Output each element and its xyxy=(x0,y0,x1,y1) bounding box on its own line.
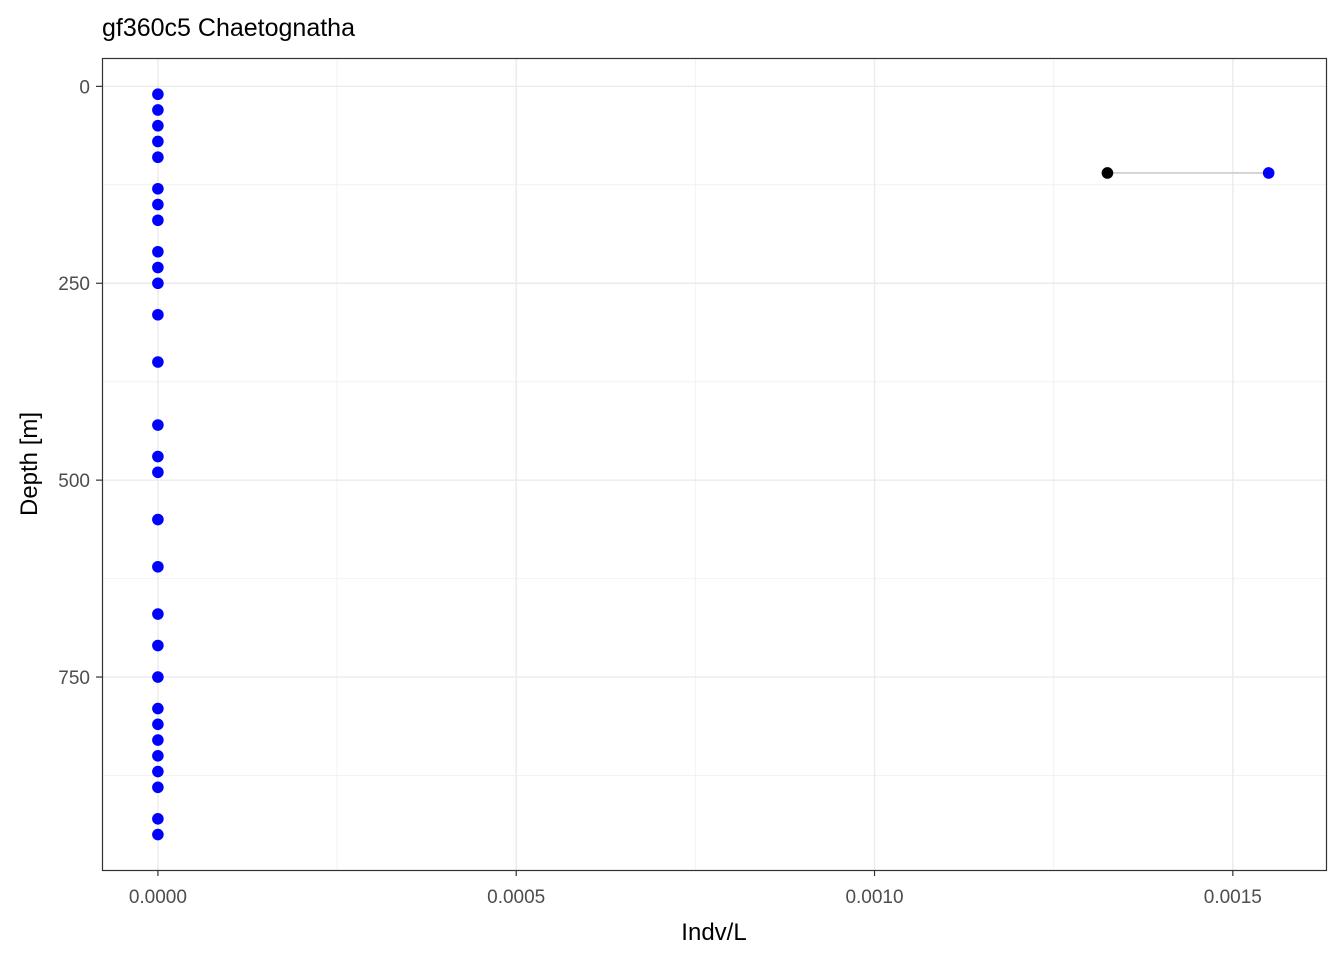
data-point xyxy=(152,828,164,841)
data-point xyxy=(152,560,164,573)
data-point xyxy=(152,639,164,652)
grid-lines xyxy=(102,58,1326,870)
data-point xyxy=(152,671,164,683)
x-tick-label: 0.0005 xyxy=(487,887,545,908)
x-tick-label: 0.0000 xyxy=(129,887,187,908)
y-axis-ticks: 0 250 500 750 xyxy=(58,77,102,689)
y-axis-title: Depth [m] xyxy=(16,412,43,516)
data-point xyxy=(152,419,164,431)
data-point xyxy=(152,513,164,526)
data-point xyxy=(152,702,164,715)
data-point xyxy=(152,765,164,778)
data-point xyxy=(152,750,164,762)
data-point xyxy=(152,151,164,164)
plot-panel-border xyxy=(101,57,1328,872)
y-tick-label: 0 xyxy=(79,77,90,98)
data-point xyxy=(152,277,164,290)
data-point xyxy=(152,608,164,620)
data-point xyxy=(152,308,164,321)
data-point xyxy=(152,245,164,258)
data-point xyxy=(152,182,164,195)
data-point xyxy=(152,88,164,101)
data-point xyxy=(152,356,164,368)
data-point xyxy=(152,813,164,825)
data-point xyxy=(152,119,164,132)
x-tick-label: 0.0010 xyxy=(845,887,903,908)
data-point xyxy=(1101,167,1114,179)
y-tick-label: 250 xyxy=(58,274,90,295)
data-point xyxy=(152,214,164,227)
data-point xyxy=(152,135,164,148)
data-point xyxy=(152,450,164,463)
chart-title: gf360c5 Chaetognatha xyxy=(102,14,355,42)
data-point xyxy=(152,198,164,211)
data-point xyxy=(152,104,164,116)
data-points xyxy=(152,88,1275,841)
y-tick-label: 500 xyxy=(58,471,90,492)
data-point xyxy=(152,466,164,479)
data-point xyxy=(152,718,164,731)
data-point xyxy=(152,734,164,746)
y-tick-label: 750 xyxy=(58,668,90,689)
x-axis-ticks: 0.0000 0.0005 0.0010 0.0015 xyxy=(129,870,1262,908)
data-point xyxy=(152,781,164,794)
data-point xyxy=(152,261,164,274)
x-axis-title: Indv/L xyxy=(681,919,746,946)
data-point xyxy=(1262,167,1275,179)
x-tick-label: 0.0015 xyxy=(1204,887,1262,908)
